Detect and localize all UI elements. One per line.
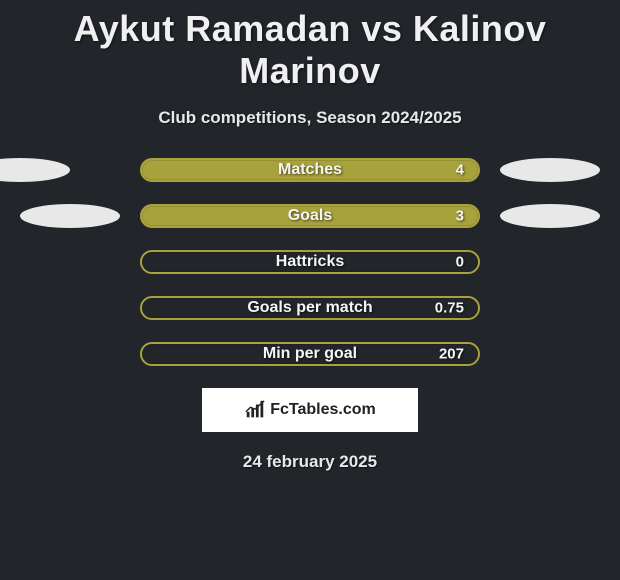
stat-value: 0.75 <box>435 300 464 317</box>
stat-label: Hattricks <box>276 253 344 271</box>
left-spacer <box>20 250 120 274</box>
right-ellipse <box>500 204 600 228</box>
stats-list: Matches 4 Goals 3 Hattricks 0 Goals per match 0… <box>0 158 620 366</box>
bar-chart-icon <box>244 399 266 421</box>
left-spacer <box>20 342 120 366</box>
stat-bar: Goals 3 <box>140 204 480 228</box>
stat-bar: Min per goal 207 <box>140 342 480 366</box>
stat-label: Matches <box>278 161 342 179</box>
left-ellipse <box>20 204 120 228</box>
stat-row: Hattricks 0 <box>0 250 620 274</box>
stat-label: Min per goal <box>263 345 357 363</box>
right-ellipse <box>500 158 600 182</box>
stat-bar: Hattricks 0 <box>140 250 480 274</box>
stat-value: 3 <box>456 208 464 225</box>
stat-bar: Goals per match 0.75 <box>140 296 480 320</box>
stat-label: Goals <box>288 207 332 225</box>
stat-row: Min per goal 207 <box>0 342 620 366</box>
right-spacer <box>500 296 600 320</box>
stat-value: 4 <box>456 162 464 179</box>
right-spacer <box>500 250 600 274</box>
stat-row: Goals per match 0.75 <box>0 296 620 320</box>
left-ellipse <box>0 158 70 182</box>
stat-value: 207 <box>439 346 464 363</box>
brand-badge[interactable]: FcTables.com <box>202 388 418 432</box>
stat-label: Goals per match <box>247 299 372 317</box>
left-spacer <box>20 296 120 320</box>
stat-row: Matches 4 <box>0 158 620 182</box>
stat-row: Goals 3 <box>0 204 620 228</box>
page-title: Aykut Ramadan vs Kalinov Marinov <box>0 8 620 92</box>
stat-value: 0 <box>456 254 464 271</box>
footer-date: 24 february 2025 <box>0 452 620 472</box>
stat-bar: Matches 4 <box>140 158 480 182</box>
right-spacer <box>500 342 600 366</box>
subtitle: Club competitions, Season 2024/2025 <box>0 108 620 128</box>
brand-text: FcTables.com <box>270 401 376 419</box>
comparison-card: Aykut Ramadan vs Kalinov Marinov Club co… <box>0 0 620 472</box>
